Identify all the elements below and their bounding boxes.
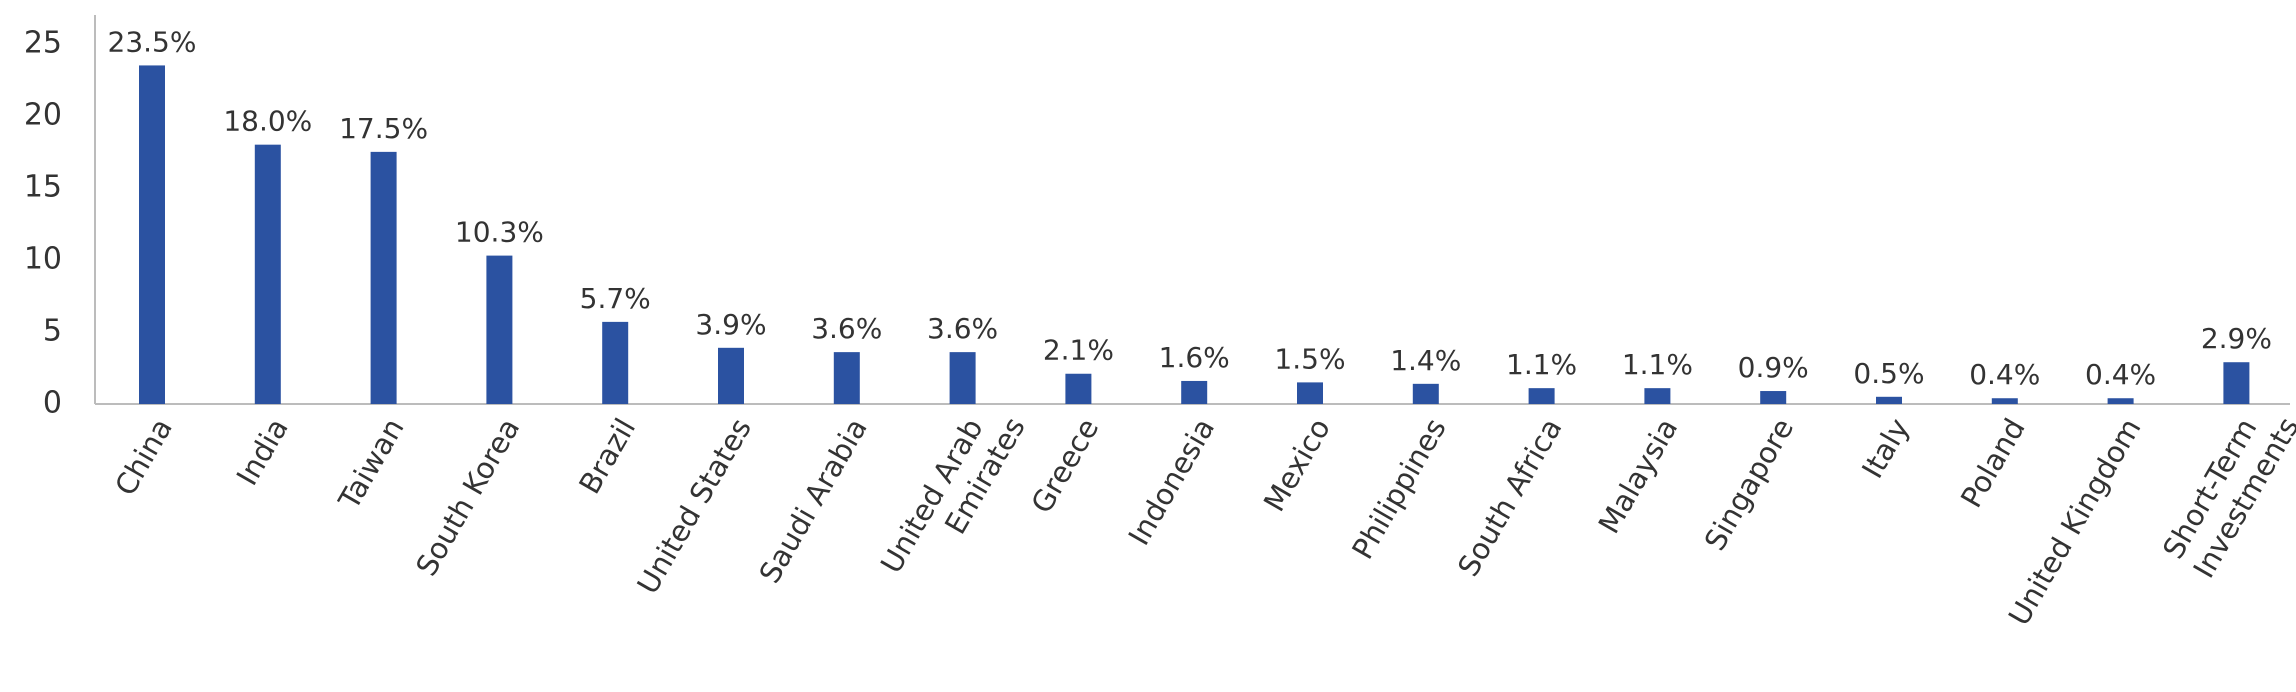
x-tick-label-line: Mexico [1257,413,1337,518]
x-tick-label-line: Greece [1024,413,1105,519]
y-tick-label: 25 [24,25,62,60]
bar [1412,383,1439,404]
value-label: 2.9% [2201,322,2272,355]
value-label: 1.4% [1390,344,1461,377]
x-tick-label-line: India [230,413,295,492]
x-tick-label: Saudi Arabia [752,413,873,589]
value-label: 10.3% [455,216,544,249]
bar [1991,398,2018,404]
value-label: 1.6% [1159,341,1230,374]
x-tick-label-line: Indonesia [1122,413,1222,551]
x-tick-label-line: Singapore [1698,413,1801,557]
y-tick-label: 15 [24,169,62,204]
bar [1297,382,1323,404]
x-tick-label-line: Taiwan [331,413,410,516]
bar [602,321,629,404]
x-tick-label-line: Malaysia [1592,413,1685,540]
bar [2107,398,2134,404]
y-tick-label: 5 [43,313,62,348]
value-label: 3.6% [927,312,998,345]
bar [833,352,860,404]
bar [1876,396,1902,404]
value-label: 0.9% [1738,351,1809,384]
bar [718,347,744,404]
bar [139,65,165,404]
bar [1065,373,1092,404]
x-tick-label: Taiwan [331,413,410,516]
x-tick-label: Malaysia [1592,413,1685,540]
x-tick-label: Singapore [1698,413,1801,557]
value-label: 3.9% [695,308,766,341]
bar [1644,388,1671,404]
x-tick-label-line: China [108,413,179,502]
x-tick-label: Greece [1024,413,1105,519]
bar [2223,362,2250,404]
value-label: 1.5% [1274,342,1345,375]
value-label: 1.1% [1506,348,1577,381]
x-tick-label: Italy [1855,413,1916,484]
x-tick-label-line: Poland [1954,413,2032,514]
x-tick-label-line: Saudi Arabia [752,413,873,589]
y-tick-label: 20 [24,97,62,132]
value-label: 18.0% [223,105,312,138]
x-tick-label: South Africa [1451,413,1569,583]
x-tick-label: Indonesia [1122,413,1222,551]
value-label: 17.5% [339,112,428,145]
bar [1181,380,1208,404]
value-label: 5.7% [580,282,651,315]
x-tick-label: Poland [1954,413,2032,514]
value-label: 0.5% [1853,357,1924,390]
x-tick-label: China [108,413,179,502]
x-tick-label-line: United Kingdom [2002,413,2148,632]
value-label: 1.1% [1622,348,1693,381]
bar [254,144,281,404]
bar [370,151,397,404]
value-label: 0.4% [1969,358,2040,391]
value-label: 0.4% [2085,358,2156,391]
x-tick-label: Mexico [1257,413,1337,518]
x-tick-label: India [230,413,295,492]
x-tick-label: United Kingdom [2002,413,2148,632]
bar [949,352,976,404]
x-tick-label: Brazil [572,413,642,500]
x-tick-label: Philippines [1345,413,1453,565]
x-tick-label-line: Italy [1855,413,1916,484]
x-tick-label-line: South Africa [1451,413,1569,583]
bar [1760,391,1787,404]
x-tick-label-line: United States [630,413,758,600]
x-tick-label-line: Brazil [572,413,642,500]
value-label: 23.5% [108,25,197,58]
bar [1528,388,1555,404]
x-tick-label: South Korea [409,413,526,582]
x-tick-label: United States [630,413,758,600]
value-label: 3.6% [811,312,882,345]
y-tick-label: 10 [24,241,62,276]
value-label: 2.1% [1043,334,1114,367]
x-tick-label: United ArabEmirates [874,393,1032,596]
bar [486,255,513,404]
x-tick-label-line: Philippines [1345,413,1453,565]
x-tick-label: Short-TermInvestments [2155,393,2296,583]
y-tick-label: 0 [43,386,62,421]
x-tick-label-line: South Korea [409,413,526,582]
